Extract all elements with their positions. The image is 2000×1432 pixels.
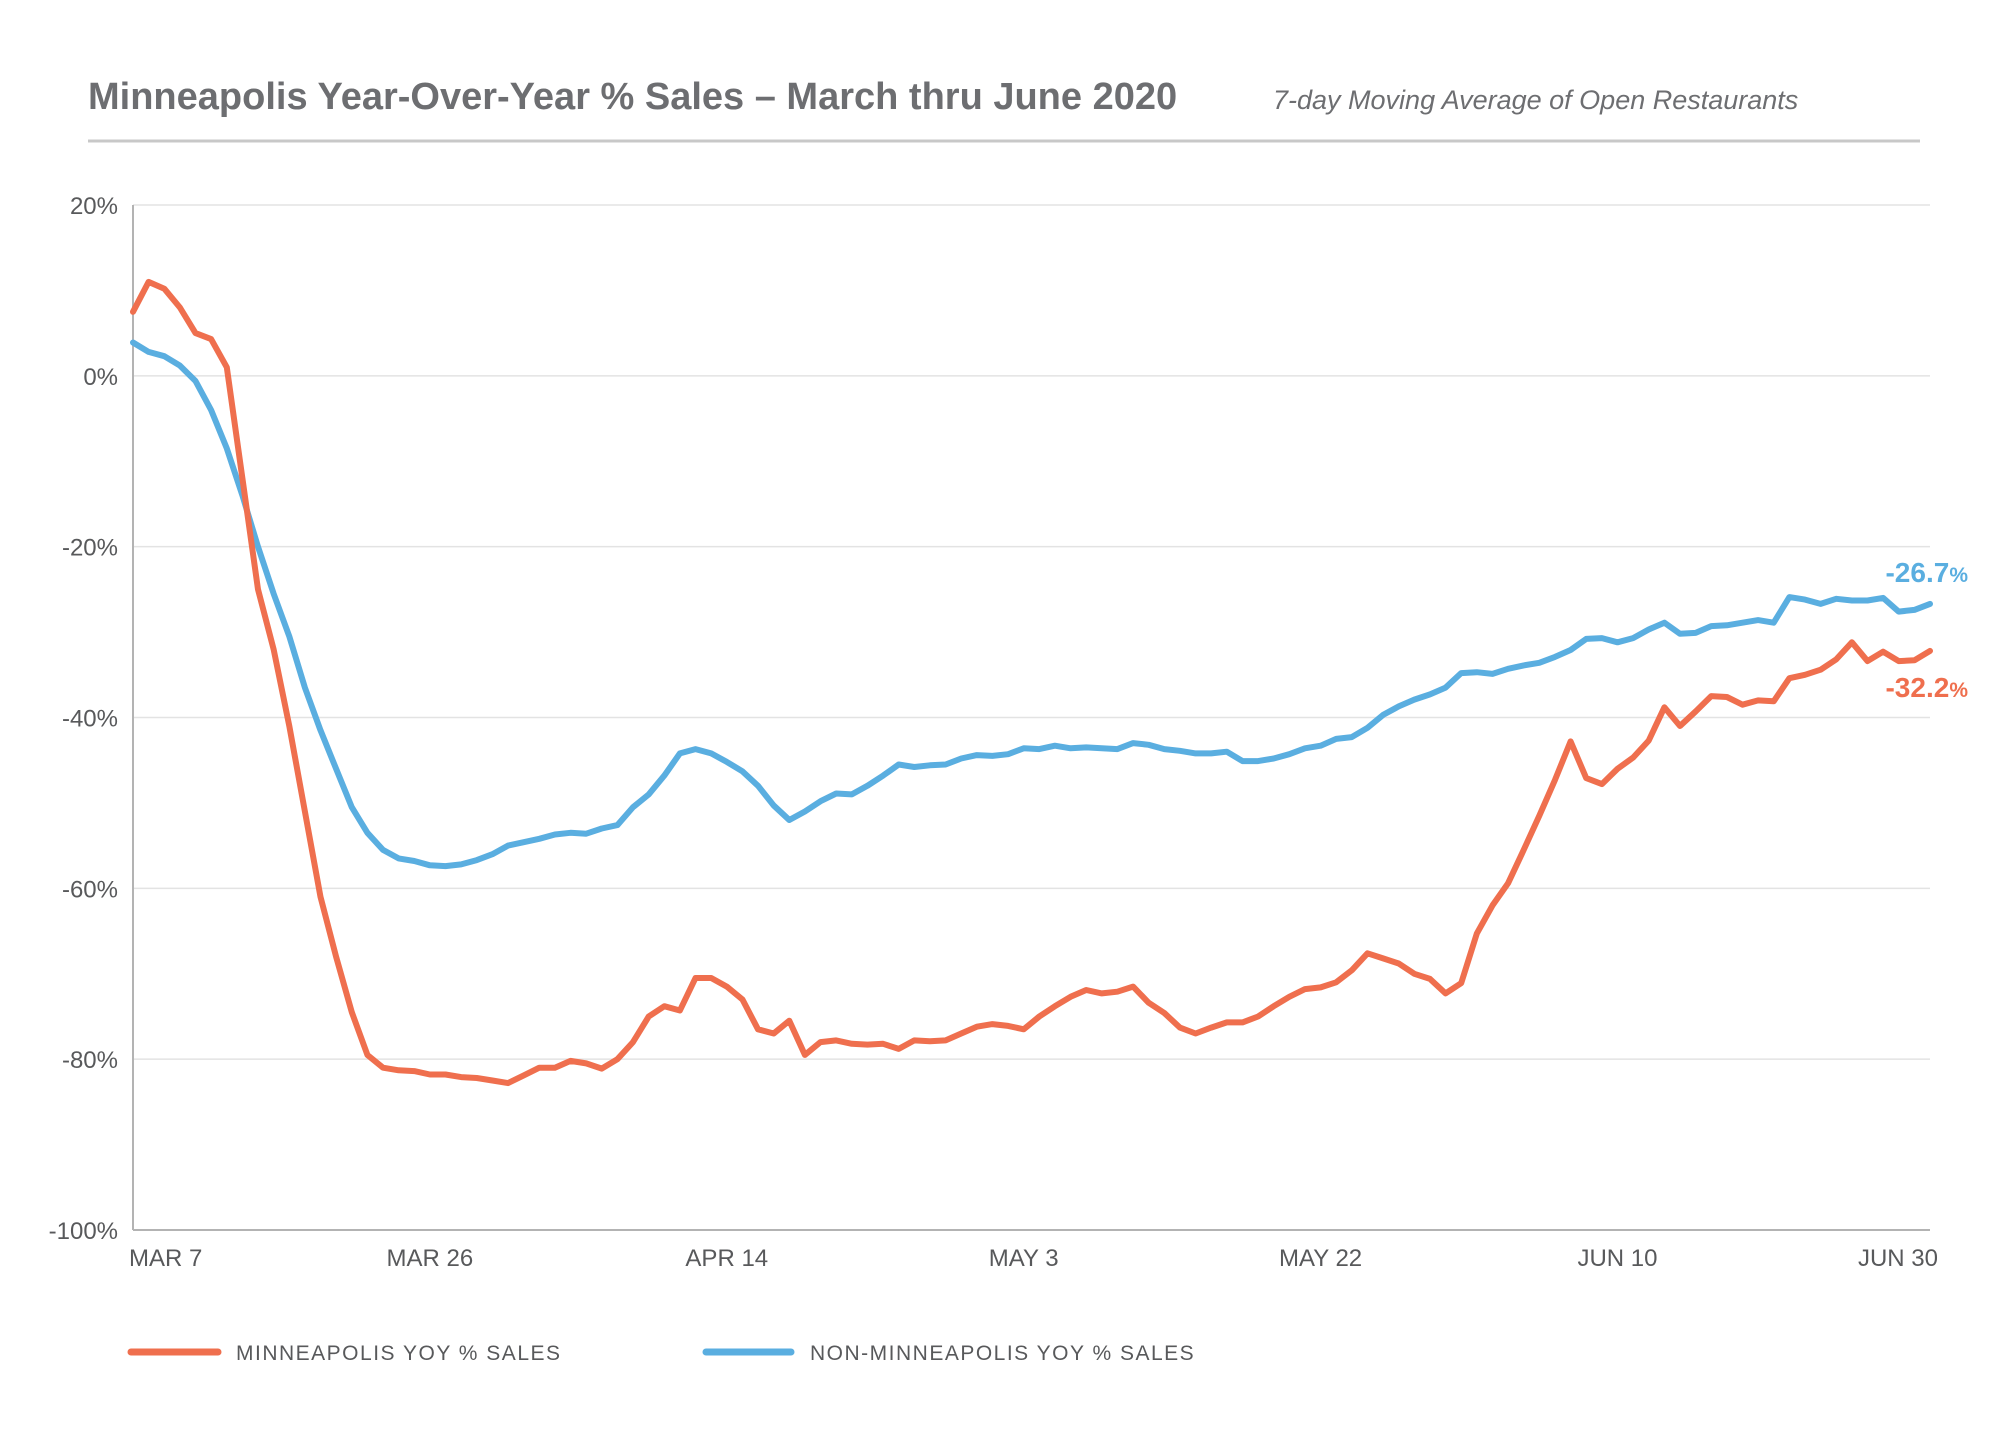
- x-tick-label: MAY 22: [1279, 1245, 1362, 1272]
- x-tick-label: JUN 30: [1858, 1245, 1938, 1272]
- y-tick-label: -60%: [62, 876, 118, 903]
- end-label-non-minneapolis-value: -26.7: [1885, 557, 1949, 588]
- y-tick-label: 20%: [70, 193, 118, 220]
- legend: MINNEAPOLIS YOY % SALES NON-MINNEAPOLIS …: [127, 1342, 1195, 1365]
- series-line-non-minneapolis: [130, 339, 1933, 870]
- y-tick-label: -20%: [62, 535, 118, 562]
- x-tick-label: APR 14: [685, 1245, 768, 1272]
- y-tick-label: -100%: [49, 1218, 118, 1245]
- end-label-minneapolis-value: -32.2: [1885, 672, 1949, 703]
- x-axis-labels: MAR 7 MAR 26 APR 14 MAY 3 MAY 22 JUN 10 JUN 30: [129, 1245, 1938, 1272]
- end-label-minneapolis: -32.2%: [1885, 672, 1968, 703]
- y-axis-labels: 20% 0% -20% -40% -60% -80% -100%: [49, 193, 118, 1245]
- x-tick-label: MAR 26: [387, 1245, 474, 1272]
- x-tick-label: MAY 3: [989, 1245, 1059, 1272]
- chart-subtitle: 7-day Moving Average of Open Restaurants: [1273, 85, 1798, 115]
- y-tick-label: -80%: [62, 1047, 118, 1074]
- x-tick-label: MAR 7: [129, 1245, 202, 1272]
- legend-label-non-minneapolis: NON-MINNEAPOLIS YOY % SALES: [810, 1342, 1195, 1365]
- grid-lines: [133, 204, 1930, 1060]
- series-line-minneapolis: [130, 278, 1933, 1087]
- x-tick-label: JUN 10: [1577, 1245, 1657, 1272]
- series-layer: [130, 278, 1933, 1087]
- chart-title: Minneapolis Year-Over-Year % Sales – Mar…: [88, 76, 1177, 118]
- end-label-non-minneapolis: -26.7%: [1885, 557, 1968, 588]
- end-label-minneapolis-suffix: %: [1949, 679, 1968, 702]
- legend-label-minneapolis: MINNEAPOLIS YOY % SALES: [236, 1342, 562, 1365]
- y-tick-label: -40%: [62, 706, 118, 733]
- end-label-non-minneapolis-suffix: %: [1949, 564, 1968, 587]
- y-tick-label: 0%: [83, 364, 118, 391]
